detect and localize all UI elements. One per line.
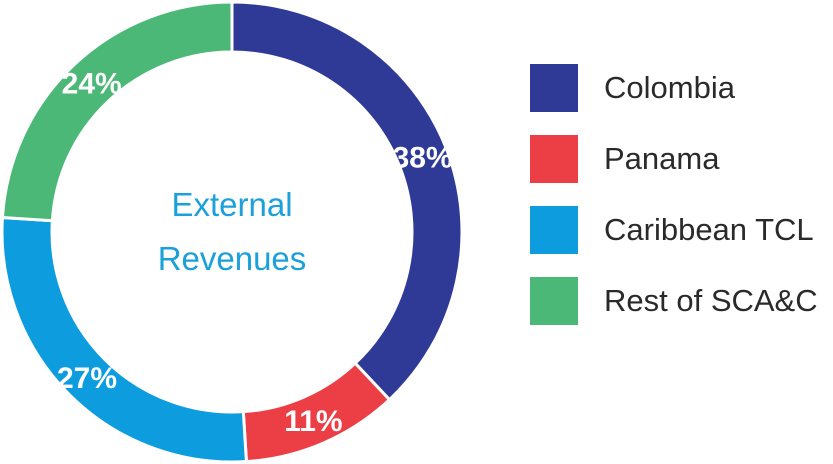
slice-colombia [230,0,464,402]
center-title-line-2: Revenues [158,240,307,277]
center-title-line-1: External [171,186,292,223]
legend-label-caribbean-tcl: Caribbean TCL [604,212,814,247]
legend-label-colombia: Colombia [604,70,735,105]
slice-value-label-2: 27% [57,362,117,395]
legend-swatch-panama [530,135,578,183]
legend-label-rest-of-scac: Rest of SCA&C [604,283,818,318]
donut-slices [0,0,464,464]
legend-label-panama: Panama [604,141,720,176]
legend-swatch-colombia [530,64,578,112]
slice-rest-of-sca-c [0,0,234,223]
slice-labels: 38% 11% 27% 24% [57,68,453,439]
legend-swatch-caribbean-tcl [530,206,578,254]
slice-value-label-0: 38% [393,142,453,175]
legend-swatch-rest-of-scac [530,277,578,325]
donut-chart: 38% 11% 27% 24% External Revenues [0,0,464,464]
slice-value-label-3: 24% [62,68,122,101]
slice-value-label-1: 11% [284,405,342,438]
